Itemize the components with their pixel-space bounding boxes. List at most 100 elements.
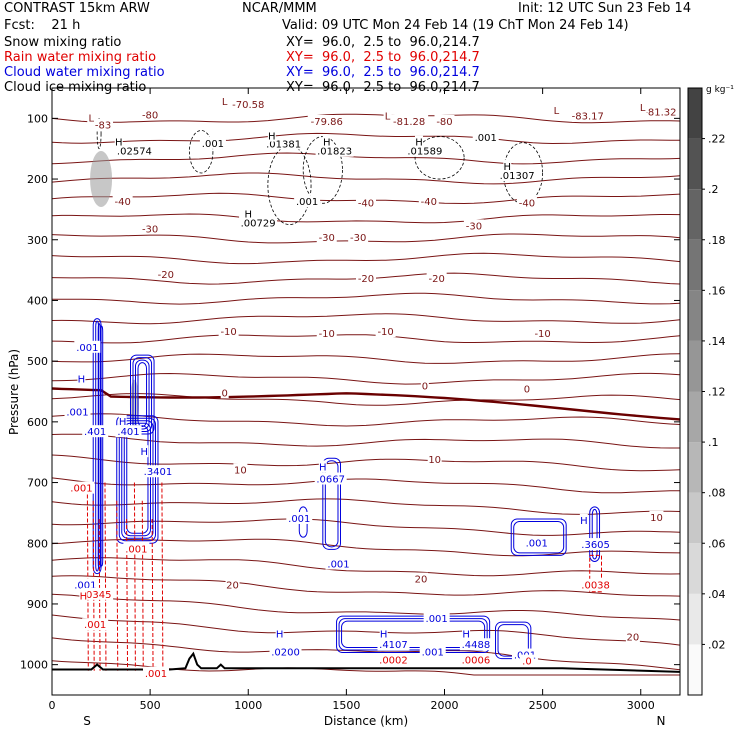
rain-water-contour bbox=[86, 482, 89, 671]
cloud-label-bg bbox=[325, 557, 352, 570]
cloud-water-contour bbox=[336, 615, 491, 654]
rain-water-contour bbox=[116, 500, 119, 671]
colorbar: .02 .04 .06 .08 .1 .12 .14 .16 .18 .2 .22 g kg⁻¹ bbox=[687, 85, 734, 696]
extremum-label: H bbox=[80, 592, 88, 603]
cloud-label: .401 bbox=[117, 427, 139, 438]
cloud-label-bg bbox=[579, 538, 612, 551]
center-name: NCAR/MMM bbox=[242, 1, 317, 16]
extremum-label: H bbox=[268, 132, 276, 143]
rain-label-bg bbox=[81, 587, 114, 600]
init-time: Init: 12 UTC Sun 23 Feb 14 bbox=[518, 1, 692, 16]
temperature-contour bbox=[51, 353, 681, 364]
temperature-contour bbox=[51, 172, 681, 185]
temperature-label: -20 bbox=[428, 274, 444, 285]
temperature-label-bg bbox=[140, 108, 161, 121]
cloud-water-contour bbox=[130, 354, 155, 435]
zero-isotherm bbox=[51, 387, 681, 421]
cloud-label: .001 bbox=[426, 614, 448, 625]
extremum-label: L bbox=[222, 97, 228, 108]
colorbar-step bbox=[688, 644, 702, 695]
temperature-label-bg bbox=[356, 196, 376, 209]
temperature-label-bg bbox=[356, 272, 376, 285]
rain-label: .001 bbox=[125, 544, 147, 555]
extremum-label: H bbox=[462, 629, 470, 640]
ice-label-bg bbox=[472, 130, 499, 143]
rain-water-contour bbox=[589, 554, 602, 593]
extremum-label: L bbox=[640, 103, 646, 114]
cloud-label-bg bbox=[314, 472, 347, 485]
colorbar-unit: g kg⁻¹ bbox=[706, 85, 734, 95]
extremum-label-bg bbox=[638, 101, 647, 114]
extremum-label: H bbox=[504, 162, 512, 173]
colorbar-tick-label: .08 bbox=[708, 487, 726, 500]
rain-label-bg bbox=[579, 578, 612, 591]
temperature-contour bbox=[51, 614, 681, 646]
temperature-label-bg bbox=[418, 195, 439, 208]
temperature-label-bg bbox=[348, 230, 369, 243]
temperature-contour bbox=[51, 575, 681, 597]
extremum-label-bg bbox=[244, 207, 253, 220]
ice-label: .001 bbox=[202, 139, 224, 150]
x-tick-label: 0 bbox=[49, 699, 56, 712]
ice-label: .001 bbox=[296, 197, 318, 208]
cloud-label-bg bbox=[115, 425, 142, 438]
extremum-label: L bbox=[554, 106, 560, 117]
cloud-label-bg bbox=[459, 638, 492, 651]
cloud-label-bg bbox=[419, 645, 446, 658]
temperature-label: -81.28 bbox=[393, 117, 425, 128]
colorbar-tick-label: .22 bbox=[708, 133, 726, 146]
temperature-label-bg bbox=[522, 382, 531, 395]
rain-label: .0 bbox=[522, 657, 532, 668]
colorbar-tick-label: .16 bbox=[708, 284, 726, 297]
cloud-water-contour bbox=[100, 325, 104, 567]
colorbar-tick-label: .2 bbox=[708, 183, 719, 196]
ice-label-bg bbox=[294, 195, 321, 208]
temperature-label-bg bbox=[225, 578, 240, 591]
rain-water-contour bbox=[104, 482, 107, 671]
rain-water-contour bbox=[161, 482, 164, 671]
legend-rain-xy: XY= 96.0, 2.5 to 96.0,214.7 bbox=[286, 50, 480, 65]
y-tick-label: 800 bbox=[27, 537, 48, 550]
temperature-label: -30 bbox=[466, 221, 482, 232]
extremum-label: H bbox=[380, 629, 388, 640]
cloud-water-contour bbox=[126, 425, 149, 534]
extremum-label-bg bbox=[318, 460, 327, 473]
temperature-label-bg bbox=[112, 195, 133, 208]
extremum-label-bg bbox=[87, 111, 96, 124]
cloud-water-contour bbox=[324, 460, 339, 548]
temperature-contour bbox=[51, 477, 681, 494]
extremum-label: H bbox=[323, 138, 331, 149]
temperature-contour bbox=[51, 637, 681, 671]
rain-label-bg bbox=[68, 481, 95, 494]
temperature-label-bg bbox=[307, 114, 346, 127]
temperature-label-bg bbox=[641, 105, 680, 118]
temperature-label-bg bbox=[532, 326, 553, 339]
colorbar-tick-label: .06 bbox=[708, 537, 726, 550]
rain-label: .001 bbox=[145, 669, 167, 680]
extremum-label-bg bbox=[77, 372, 86, 385]
extremum-label-bg bbox=[275, 627, 284, 640]
ice-label-bg bbox=[115, 144, 154, 157]
rain-label-bg bbox=[377, 653, 410, 666]
cloud-label-bg bbox=[523, 536, 550, 549]
temperature-label: -40 bbox=[519, 198, 535, 209]
temperature-label: -10 bbox=[220, 327, 236, 338]
cloud-label: .4488 bbox=[462, 640, 491, 651]
y-tick-label: 300 bbox=[27, 234, 48, 247]
rain-label: .0345 bbox=[83, 590, 112, 601]
extremum-label-bg bbox=[114, 135, 123, 148]
y-tick-label: 700 bbox=[27, 477, 48, 490]
temperature-label: -40 bbox=[421, 197, 437, 208]
cloud-water-contour bbox=[118, 417, 156, 542]
extremum-label: H bbox=[115, 138, 123, 149]
rain-water-contour bbox=[133, 482, 136, 671]
ice-label-bg bbox=[405, 144, 444, 157]
extremum-label: H bbox=[78, 374, 86, 385]
y-tick-label: 900 bbox=[27, 598, 48, 611]
rain-label-bg bbox=[143, 666, 170, 679]
ice-label: .00729 bbox=[241, 218, 276, 229]
temperature-label-bg bbox=[375, 325, 396, 338]
rain-label: .0006 bbox=[462, 655, 491, 666]
rain-label-bg bbox=[123, 542, 150, 555]
cloud-label: .001 bbox=[526, 538, 548, 549]
